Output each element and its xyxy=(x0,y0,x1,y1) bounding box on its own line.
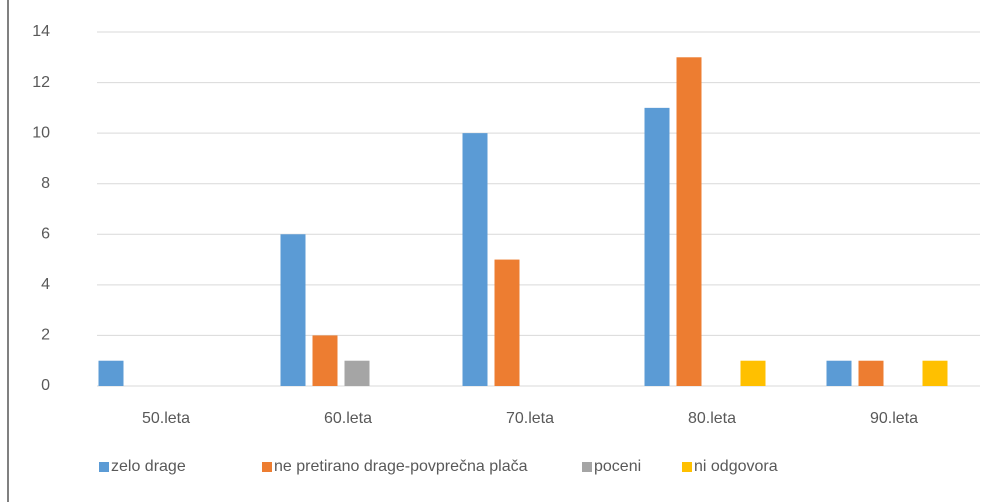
legend-label: zelo drage xyxy=(111,458,186,475)
bar xyxy=(98,360,124,386)
bar xyxy=(644,107,670,386)
bar xyxy=(858,360,884,386)
bar xyxy=(922,360,948,386)
bar xyxy=(312,335,338,386)
y-tick-label: 10 xyxy=(32,124,50,141)
legend-swatch xyxy=(262,462,272,472)
bar xyxy=(494,259,520,386)
bar xyxy=(676,57,702,387)
legend-label: poceni xyxy=(594,458,641,475)
y-tick-label: 14 xyxy=(32,23,50,40)
x-tick-label: 60.leta xyxy=(324,410,372,427)
x-tick-label: 70.leta xyxy=(506,410,554,427)
legend-swatch xyxy=(582,462,592,472)
legend-swatch xyxy=(682,462,692,472)
x-tick-label: 90.leta xyxy=(870,410,918,427)
bar xyxy=(280,234,306,386)
y-tick-label: 2 xyxy=(41,327,50,344)
bar xyxy=(826,360,852,386)
y-tick-label: 6 xyxy=(41,226,50,243)
x-tick-label: 80.leta xyxy=(688,410,736,427)
y-tick-label: 8 xyxy=(41,175,50,192)
legend-label: ne pretirano drage-povprečna plača xyxy=(274,458,528,475)
bar xyxy=(740,360,766,386)
bar xyxy=(344,360,370,386)
bar xyxy=(462,133,488,386)
legend-swatch xyxy=(99,462,109,472)
legend-label: ni odgovora xyxy=(694,458,778,475)
y-tick-label: 0 xyxy=(41,377,50,394)
x-tick-label: 50.leta xyxy=(142,410,190,427)
y-tick-label: 12 xyxy=(32,74,50,91)
y-tick-label: 4 xyxy=(41,276,50,293)
